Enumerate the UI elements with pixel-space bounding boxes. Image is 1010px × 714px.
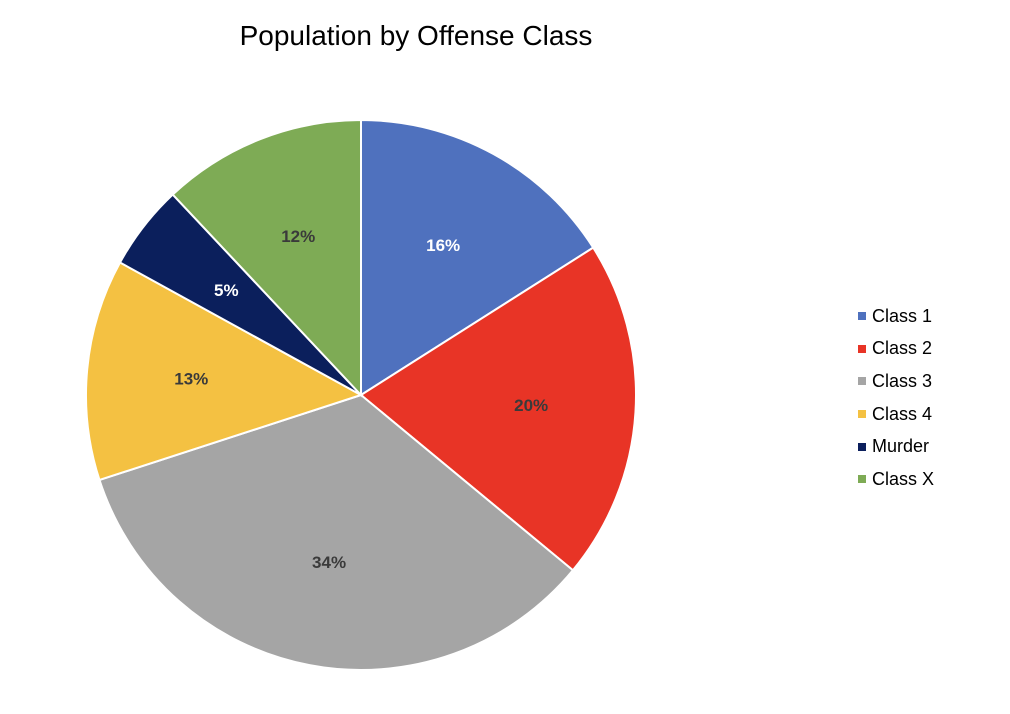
legend-label: Class 4 [872, 403, 933, 424]
legend: Class 1 Class 2 Class 3 Class 4 Murder Class … [858, 300, 934, 496]
slice-label-class-2: 20% [514, 396, 548, 415]
legend-label: Class 2 [872, 338, 933, 359]
pie-slice-labels: 16% 20% 34% 13% 5% 12% [174, 227, 548, 572]
slice-label-class-1: 16% [426, 236, 460, 255]
legend-label: Class X [872, 468, 935, 489]
legend-swatch [858, 377, 866, 386]
pie-slices [85, 118, 637, 671]
legend-swatch [858, 312, 866, 321]
legend-swatch [858, 410, 866, 419]
legend-label: Class 1 [872, 305, 933, 326]
pie-slice-class-2 [359, 246, 637, 572]
legend-item-class-3: Class 3 [858, 365, 934, 398]
legend-item-class-4: Class 4 [858, 398, 934, 431]
legend-swatch [858, 442, 866, 451]
legend-item-class-1: Class 1 [858, 300, 934, 333]
slice-label-class-4: 13% [174, 369, 208, 388]
legend-label: Class 3 [872, 370, 933, 391]
slice-label-class-x: 12% [281, 227, 315, 246]
pie-slice-class-1 [360, 118, 595, 397]
legend-item-class-x: Class X [858, 463, 934, 496]
legend-label: Murder [872, 436, 930, 457]
chart-title: Population by Offense Class [239, 20, 593, 51]
slice-label-murder: 5% [214, 281, 239, 300]
legend-item-murder: Murder [858, 430, 934, 463]
legend-swatch [858, 475, 866, 484]
pie-slice-class-4 [85, 261, 364, 482]
pie-slice-class-3 [98, 393, 575, 671]
legend-swatch [858, 344, 866, 353]
legend-item-class-2: Class 2 [858, 333, 934, 366]
pie-slice-class-x [171, 118, 362, 398]
slice-label-class-3: 34% [312, 553, 346, 572]
